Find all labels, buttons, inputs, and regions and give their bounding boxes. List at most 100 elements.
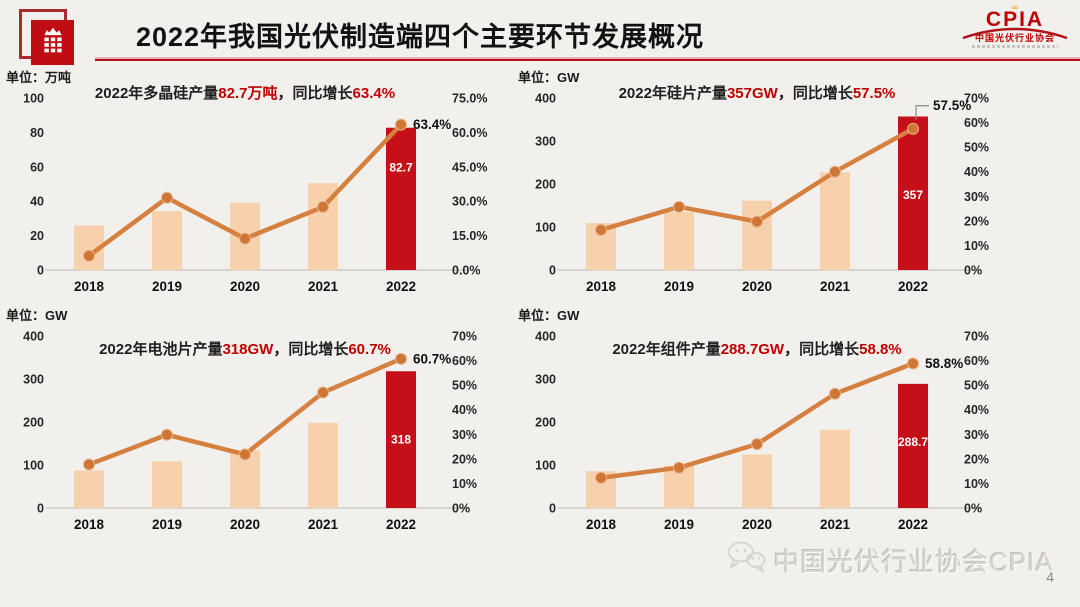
growth-point-2019 (161, 428, 173, 441)
right-axis-tick: 30% (964, 190, 989, 204)
bar-2019 (152, 461, 182, 508)
cpia-subtitle: 中国光伏行业协会 (974, 33, 1055, 43)
unit-label: 单位：GW (6, 308, 68, 323)
polysilicon-chart: 100 80 60 40 20 0 75.0% 60.0% 45.0% 30.0% 15.0% 0.0… (23, 92, 487, 295)
x-axis-label: 2019 (664, 279, 694, 294)
bar-2019 (152, 211, 182, 270)
chart-title-mid: ，同比增长 (784, 341, 860, 358)
right-axis-tick: 30% (452, 428, 477, 442)
watermark-text: 中国光伏行业协会CPIA (773, 546, 1054, 577)
bar-2022 (898, 383, 928, 508)
bar-2021 (308, 422, 338, 508)
right-axis-tick: 75.0% (452, 92, 487, 106)
chart-title-value: 357GW (726, 85, 778, 102)
growth-end-label: 57.5% (933, 98, 971, 113)
chart-title-value: 288.7GW (720, 341, 785, 358)
growth-point-2020 (239, 448, 251, 461)
chart-card-wafer: 单位：GW 2022年硅片产量357GW，同比增长57.5% 400 300 200… (512, 64, 1032, 302)
growth-end-label: 63.4% (413, 117, 451, 132)
right-axis-tick: 70% (964, 92, 989, 106)
bar-2021 (820, 429, 850, 508)
growth-point-2020 (751, 215, 763, 228)
x-axis-label: 2020 (230, 279, 260, 294)
x-axis-label: 2020 (742, 517, 772, 532)
growth-point-2021 (317, 386, 329, 399)
right-axis-tick: 40% (964, 165, 989, 179)
cpia-tagline-decor (972, 45, 1058, 48)
bar-2021 (820, 172, 850, 270)
right-axis-tick: 40% (452, 403, 477, 417)
growth-point-2021 (317, 200, 329, 213)
bar-2022 (898, 116, 928, 270)
right-axis-tick: 30% (964, 428, 989, 442)
unit-label: 单位：GW (518, 70, 580, 85)
growth-label-connector (915, 105, 929, 120)
bar-2022 (386, 127, 416, 270)
chart-card-cell: 单位：GW 2022年电池片产量318GW，同比增长60.7% 400 300 20… (0, 302, 520, 540)
x-axis-label: 2021 (308, 279, 339, 294)
left-axis-tick: 400 (535, 330, 556, 344)
growth-point-2018 (83, 458, 95, 471)
chart-card-module: 单位：GW 2022年组件产量288.7GW，同比增长58.8% 400 300 2… (512, 302, 1032, 540)
x-axis-label: 2019 (152, 279, 182, 294)
x-axis-label: 2022 (386, 279, 416, 294)
cpia-arc-icon (962, 27, 1068, 40)
x-axis-label: 2021 (820, 517, 851, 532)
chart-card-polysilicon: 单位：万吨 2022年多晶硅产量82.7万吨，同比增长63.4% 100 80 60… (0, 64, 520, 302)
cpia-logo: CPIA 中国光伏行业协会 (954, 1, 1076, 48)
wechat-icon (726, 540, 766, 580)
x-axis-label: 2018 (74, 279, 105, 294)
growth-point-2020 (751, 438, 763, 451)
right-axis-tick: 60.0% (452, 126, 487, 140)
x-axis-label: 2022 (898, 517, 928, 532)
x-axis-label: 2021 (820, 279, 851, 294)
chart-title-pre: 2022年硅片产量 (618, 85, 727, 102)
left-axis-tick: 80 (30, 126, 44, 140)
chart-title-growth: 63.4% (352, 85, 396, 102)
left-axis-tick: 100 (535, 459, 556, 473)
module-chart: 400 300 200 100 0 70% 60% 50% 40% 30% 20% 10% 0% 2018… (535, 330, 989, 533)
right-axis-tick: 50% (964, 379, 989, 393)
left-axis-tick: 20 (30, 229, 44, 243)
growth-point-2022 (907, 357, 919, 370)
x-axis-label: 2018 (586, 279, 617, 294)
growth-point-2019 (673, 461, 685, 474)
left-axis-tick: 400 (23, 330, 44, 344)
x-axis-label: 2020 (230, 517, 260, 532)
bar-value-label: 82.7 (389, 161, 413, 175)
left-axis-tick: 300 (23, 373, 44, 387)
right-axis-tick: 60% (452, 354, 477, 368)
right-axis-tick: 45.0% (452, 160, 487, 174)
growth-point-2022 (395, 352, 407, 365)
growth-point-2021 (829, 387, 841, 400)
right-axis-tick: 15.0% (452, 229, 487, 243)
left-axis-tick: 0 (37, 502, 44, 516)
right-axis-tick: 10% (964, 239, 989, 253)
x-axis-label: 2018 (586, 517, 617, 532)
growth-end-label: 60.7% (413, 351, 451, 366)
growth-point-2020 (239, 232, 251, 245)
left-axis-tick: 0 (37, 264, 44, 278)
bar-value-label: 357 (903, 188, 923, 202)
left-axis-tick: 200 (535, 416, 556, 430)
left-axis-tick: 200 (535, 178, 556, 192)
left-axis-tick: 100 (23, 92, 44, 106)
right-axis-tick: 20% (452, 452, 477, 466)
right-axis-tick: 20% (964, 214, 989, 228)
growth-point-2018 (83, 249, 95, 262)
x-axis-label: 2022 (386, 517, 416, 532)
left-axis-tick: 100 (23, 459, 44, 473)
left-axis-tick: 60 (30, 160, 44, 174)
title-underline (95, 59, 1080, 61)
left-axis-tick: 0 (549, 264, 556, 278)
right-axis-tick: 70% (964, 330, 989, 344)
right-axis-tick: 10% (964, 477, 989, 491)
right-axis-tick: 60% (964, 116, 989, 130)
left-axis-tick: 400 (535, 92, 556, 106)
chart-title-growth: 58.8% (859, 341, 902, 358)
left-axis-tick: 300 (535, 373, 556, 387)
unit-label: 单位：GW (518, 308, 580, 323)
growth-point-2022 (907, 122, 919, 135)
wafer-chart: 400 300 200 100 0 70% 60% 50% 40% 30% 20% 10% 0% 2018… (535, 92, 989, 295)
